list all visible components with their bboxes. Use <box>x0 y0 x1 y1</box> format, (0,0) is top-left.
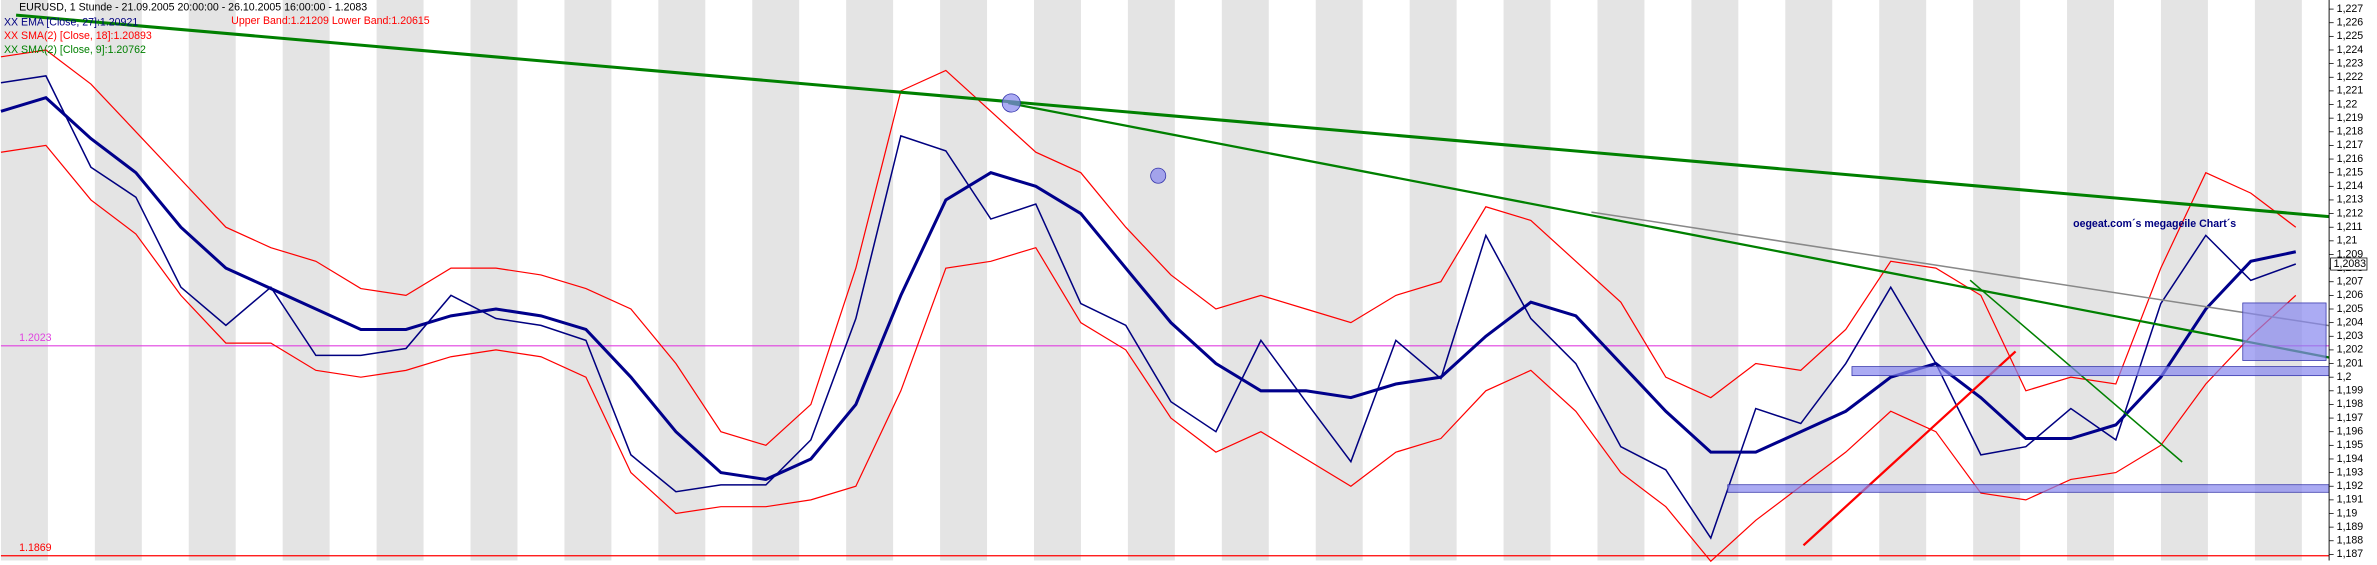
trend-line <box>1008 101 2330 359</box>
y-tick-label: 1,192 <box>2337 480 2364 492</box>
y-tick-label: 1,201 <box>2337 357 2364 369</box>
y-tick-label: 1,21 <box>2337 235 2358 247</box>
chart-title: EURUSD, 1 Stunde - 21.09.2005 20:00:00 -… <box>19 1 367 13</box>
y-tick-label: 1,217 <box>2337 139 2364 151</box>
y-tick-label: 1,196 <box>2337 425 2364 437</box>
trend-line <box>1802 350 2017 547</box>
y-tick-label: 1,214 <box>2337 180 2364 192</box>
stripe <box>1785 0 1833 561</box>
y-tick-label: 1,221 <box>2337 85 2364 97</box>
stripe <box>94 0 142 561</box>
y-tick-label: 1,197 <box>2337 412 2364 424</box>
highlight <box>1001 93 1021 113</box>
series-line <box>0 144 2297 563</box>
day-stripes <box>0 0 2302 561</box>
legend-entry: XX EMA [Close, 27]:1.20921 <box>4 17 138 29</box>
y-tick-label: 1,226 <box>2337 17 2364 29</box>
legend-entry: XX SMA(2) [Close, 18]:1.20893 <box>4 30 152 42</box>
trend-line <box>1591 211 2330 327</box>
zone <box>2242 302 2327 361</box>
stripe <box>2160 0 2208 561</box>
last-price-label: 1,2083 <box>2334 258 2367 270</box>
stripe <box>0 0 48 561</box>
stripe <box>658 0 706 561</box>
y-tick-label: 1,22 <box>2337 98 2358 110</box>
stripe <box>1221 0 1269 561</box>
y-tick-label: 1,211 <box>2337 221 2363 233</box>
zone <box>1851 366 2330 377</box>
stripe <box>282 0 330 561</box>
zone <box>1727 484 2330 493</box>
y-tick-label: 1,213 <box>2337 194 2364 206</box>
y-tick-label: 1,195 <box>2337 439 2364 451</box>
stripe <box>470 0 518 561</box>
stripe <box>1597 0 1645 561</box>
y-tick-label: 1,212 <box>2337 207 2364 219</box>
highlight <box>1150 167 1167 184</box>
y-tick-label: 1,19 <box>2337 507 2358 519</box>
y-tick-label: 1,202 <box>2337 344 2364 356</box>
y-tick-label: 1,203 <box>2337 330 2364 342</box>
horizontal-line-label: 1.2023 <box>19 332 52 344</box>
y-tick-label: 1,188 <box>2337 535 2364 547</box>
series-line <box>0 49 2297 447</box>
stripe <box>940 0 988 561</box>
y-tick-label: 1,209 <box>2337 248 2364 260</box>
y-tick-label: 1,224 <box>2337 44 2364 56</box>
stripe <box>2067 0 2115 561</box>
y-tick-label: 1,189 <box>2337 521 2364 533</box>
y-tick-label: 1,216 <box>2337 153 2364 165</box>
stripe <box>2254 0 2302 561</box>
y-tick-label: 1,218 <box>2337 126 2364 138</box>
stripe <box>564 0 612 561</box>
y-tick-label: 1,193 <box>2337 466 2364 478</box>
y-tick-label: 1,187 <box>2337 548 2364 560</box>
watermark: oegeat.com´s megageile Chart´s <box>2073 218 2236 230</box>
legend-entry: XX SMA(2) [Close, 9]:1.20762 <box>4 44 146 56</box>
y-tick-label: 1,199 <box>2337 385 2364 397</box>
y-tick-label: 1,191 <box>2337 494 2364 506</box>
horizontal-line-label: 1.1869 <box>19 542 52 554</box>
stripe <box>1315 0 1363 561</box>
chart-subtitle: Upper Band:1.21209 Lower Band:1.20615 <box>231 15 430 27</box>
y-tick-label: 1,205 <box>2337 303 2364 315</box>
y-tick-label: 1,223 <box>2337 57 2364 69</box>
trend-line <box>15 13 2330 219</box>
stripe <box>188 0 236 561</box>
stripe <box>1691 0 1739 561</box>
y-tick-label: 1,207 <box>2337 276 2364 288</box>
stripe <box>1033 0 1081 561</box>
stripe <box>846 0 894 561</box>
y-tick-label: 1,204 <box>2337 316 2364 328</box>
stripe <box>1409 0 1457 561</box>
y-tick-label: 1,194 <box>2337 453 2364 465</box>
stripe <box>1973 0 2021 561</box>
stripe <box>1879 0 1927 561</box>
y-tick-label: 1,227 <box>2337 3 2364 15</box>
y-tick-label: 1,225 <box>2337 30 2364 42</box>
y-tick-label: 1,206 <box>2337 289 2364 301</box>
y-tick-label: 1,2 <box>2337 371 2352 383</box>
stripe <box>1503 0 1551 561</box>
stripe <box>376 0 424 561</box>
y-tick-label: 1,222 <box>2337 71 2364 83</box>
y-tick-label: 1,215 <box>2337 166 2364 178</box>
last-price-box <box>2330 257 2368 271</box>
series-line <box>0 75 2297 540</box>
y-tick-label: 1,219 <box>2337 112 2364 124</box>
y-tick-label: 1,198 <box>2337 398 2364 410</box>
